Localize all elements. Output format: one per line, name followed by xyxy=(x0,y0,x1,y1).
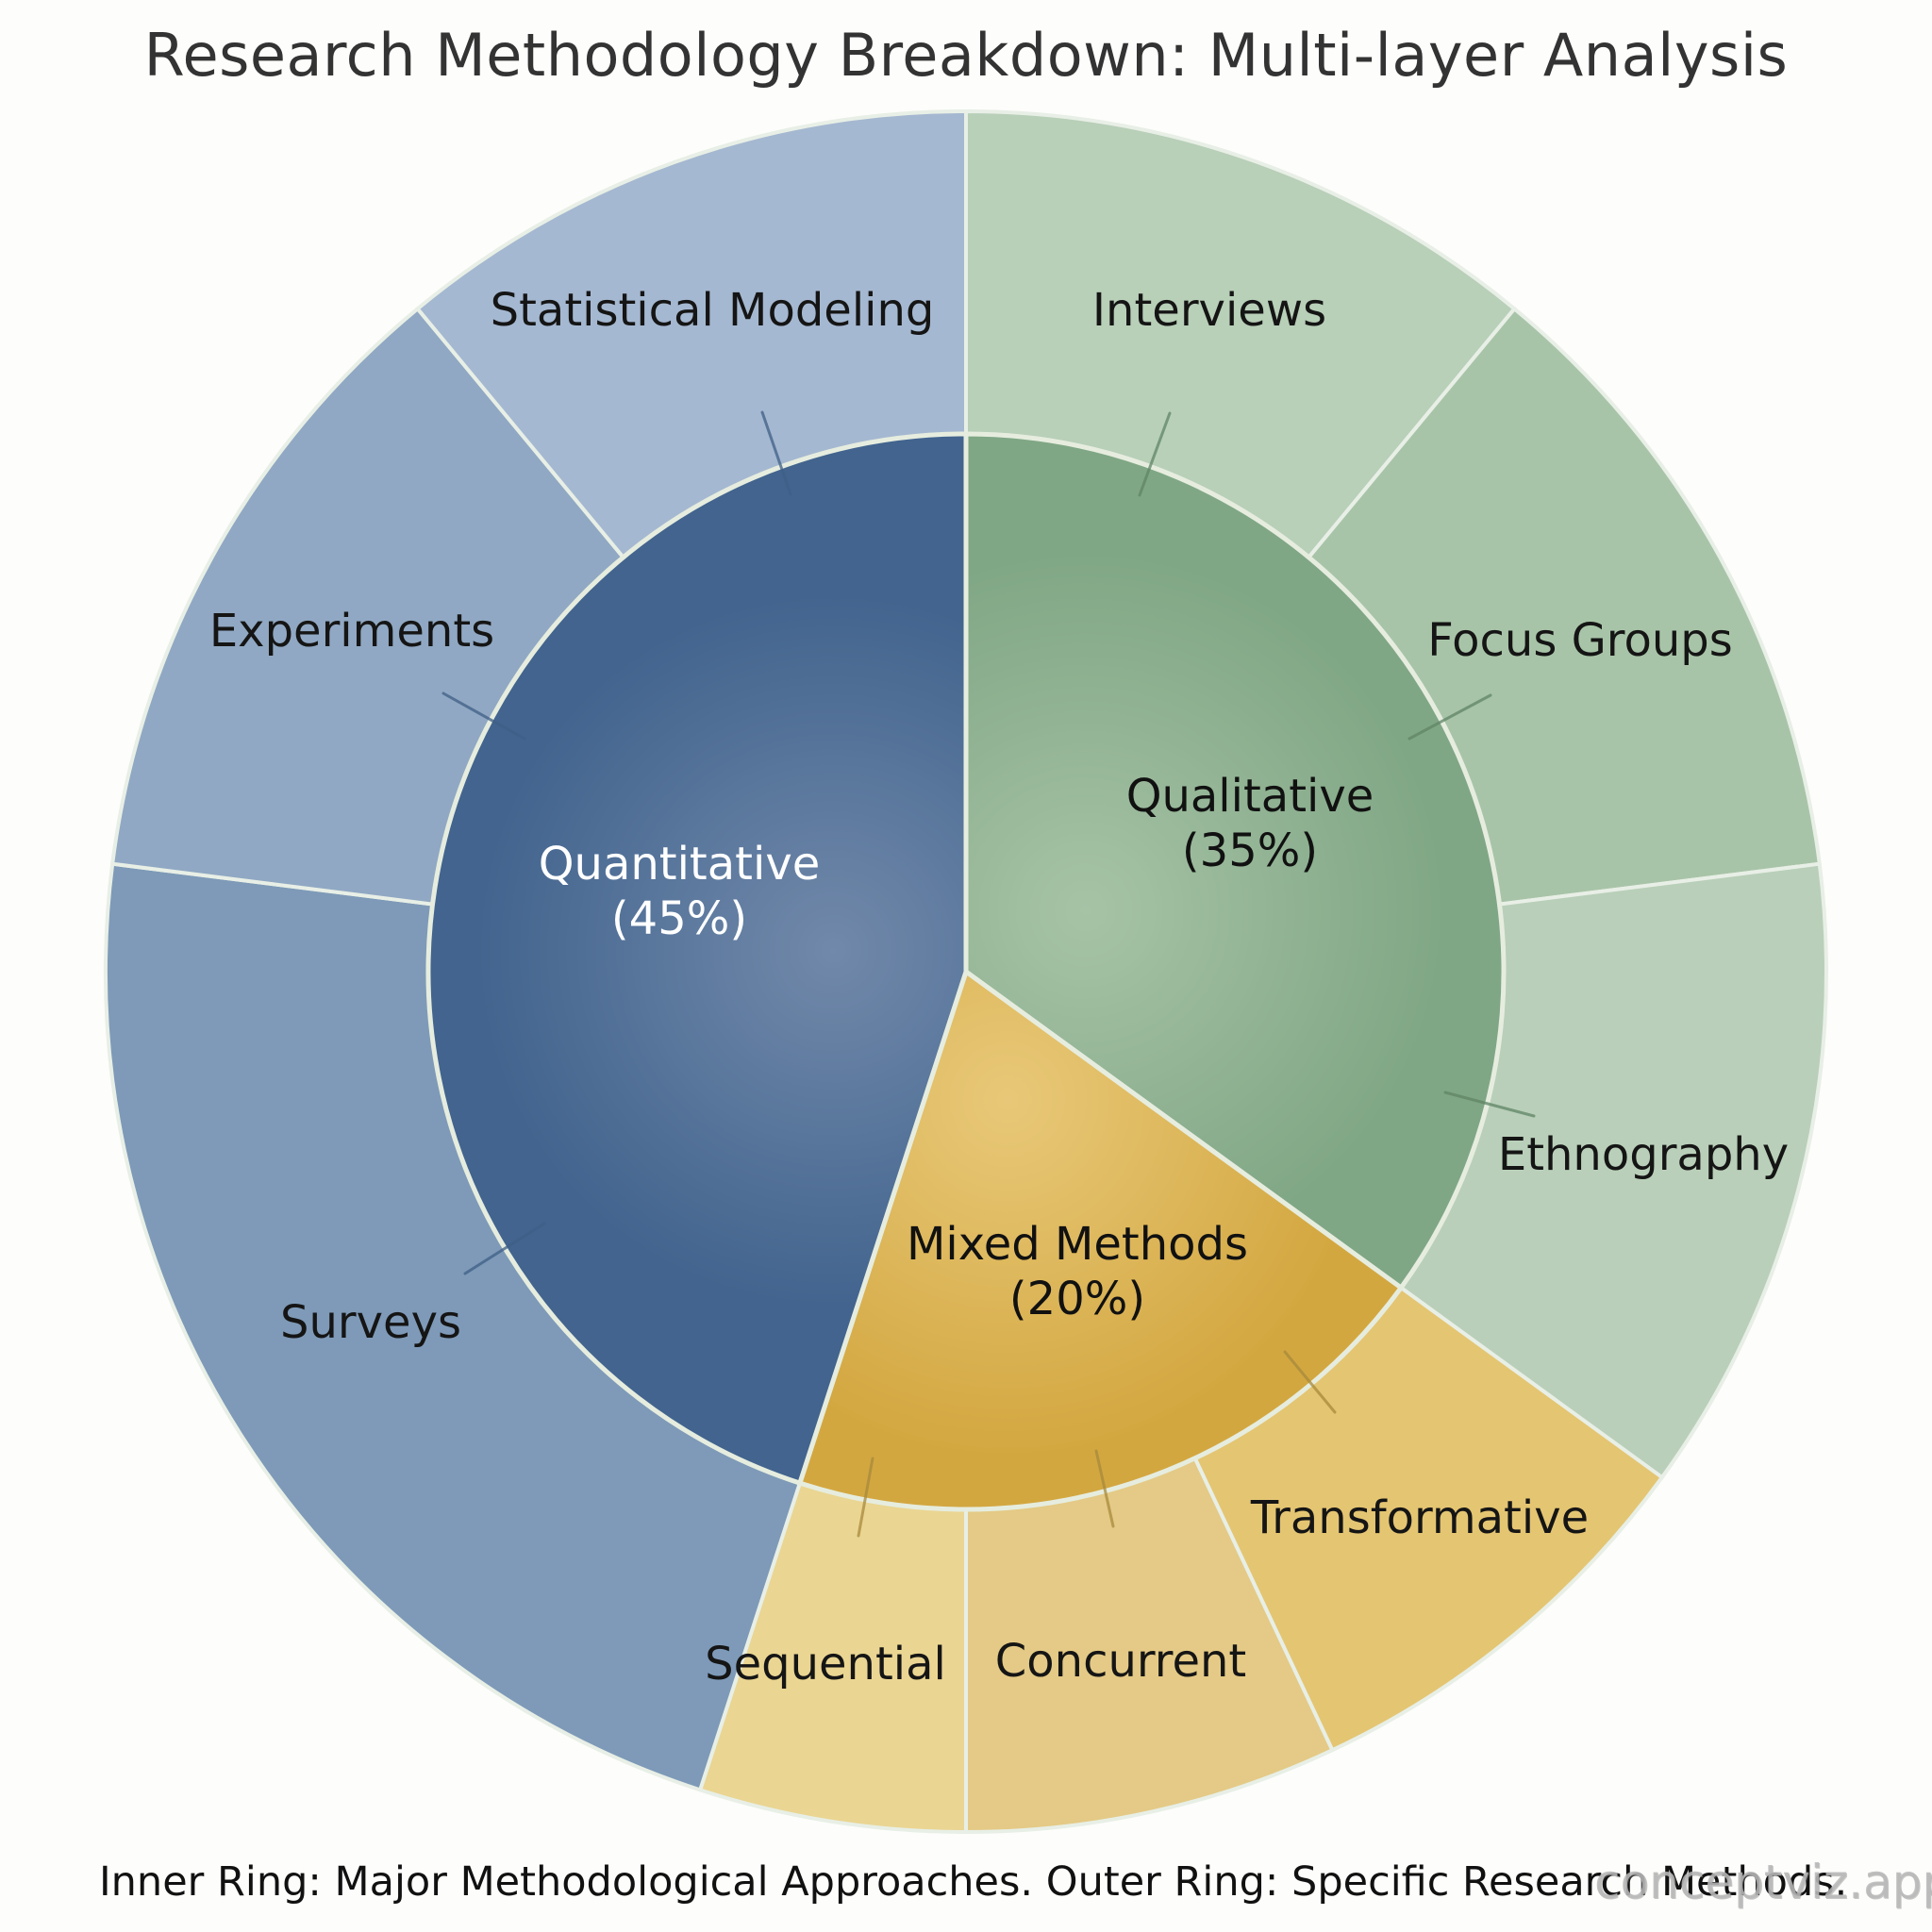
inner-segment-qualitative[interactable] xyxy=(963,431,1507,1291)
leader-line-focus-groups xyxy=(1407,693,1492,741)
outer-label-statistical-modeling: Statistical Modeling xyxy=(491,284,935,337)
inner-label-qualitative: Qualitative (35%) xyxy=(1126,770,1374,877)
leader-line-concurrent xyxy=(1094,1449,1115,1528)
outer-label-concurrent: Concurrent xyxy=(995,1635,1246,1688)
leader-line-surveys xyxy=(463,1222,546,1275)
chart-title: Research Methodology Breakdown: Multi-la… xyxy=(143,21,1789,90)
inner-ring-labels: Qualitative (35%) Mixed Methods (20%) Quanti… xyxy=(539,770,1374,1325)
outer-label-experiments: Experiments xyxy=(209,605,494,658)
leader-line-ethnography xyxy=(1443,1091,1536,1118)
leader-line-statistical-modeling xyxy=(760,410,792,496)
leader-line-interviews xyxy=(1138,411,1172,497)
watermark: conceptviz.app xyxy=(1594,1855,1932,1909)
leader-lines xyxy=(441,410,1536,1538)
inner-segment-mixed-methods[interactable] xyxy=(796,967,1405,1512)
inner-label-mixed-methods: Mixed Methods (20%) xyxy=(907,1218,1248,1325)
leader-line-transformative xyxy=(1283,1350,1337,1414)
outer-label-ethnography: Ethnography xyxy=(1498,1128,1789,1181)
outer-label-interviews: Interviews xyxy=(1092,284,1326,337)
inner-label-quantitative: Quantitative (45%) xyxy=(539,838,821,945)
outer-ring-labels: Interviews Focus Groups Ethnography Transfo… xyxy=(209,284,1789,1690)
outer-label-focus-groups: Focus Groups xyxy=(1427,614,1732,667)
outer-label-transformative: Transformative xyxy=(1250,1491,1589,1544)
outer-label-sequential: Sequential xyxy=(705,1638,946,1690)
inner-ring xyxy=(425,431,1507,1512)
leader-line-sequential xyxy=(857,1457,874,1538)
inner-segment-quantitative[interactable] xyxy=(425,431,969,1487)
leader-line-experiments xyxy=(441,691,526,741)
outer-label-surveys: Surveys xyxy=(280,1296,461,1349)
outer-ring xyxy=(104,108,1828,1835)
chart-caption: Inner Ring: Major Methodological Approac… xyxy=(99,1858,1848,1906)
